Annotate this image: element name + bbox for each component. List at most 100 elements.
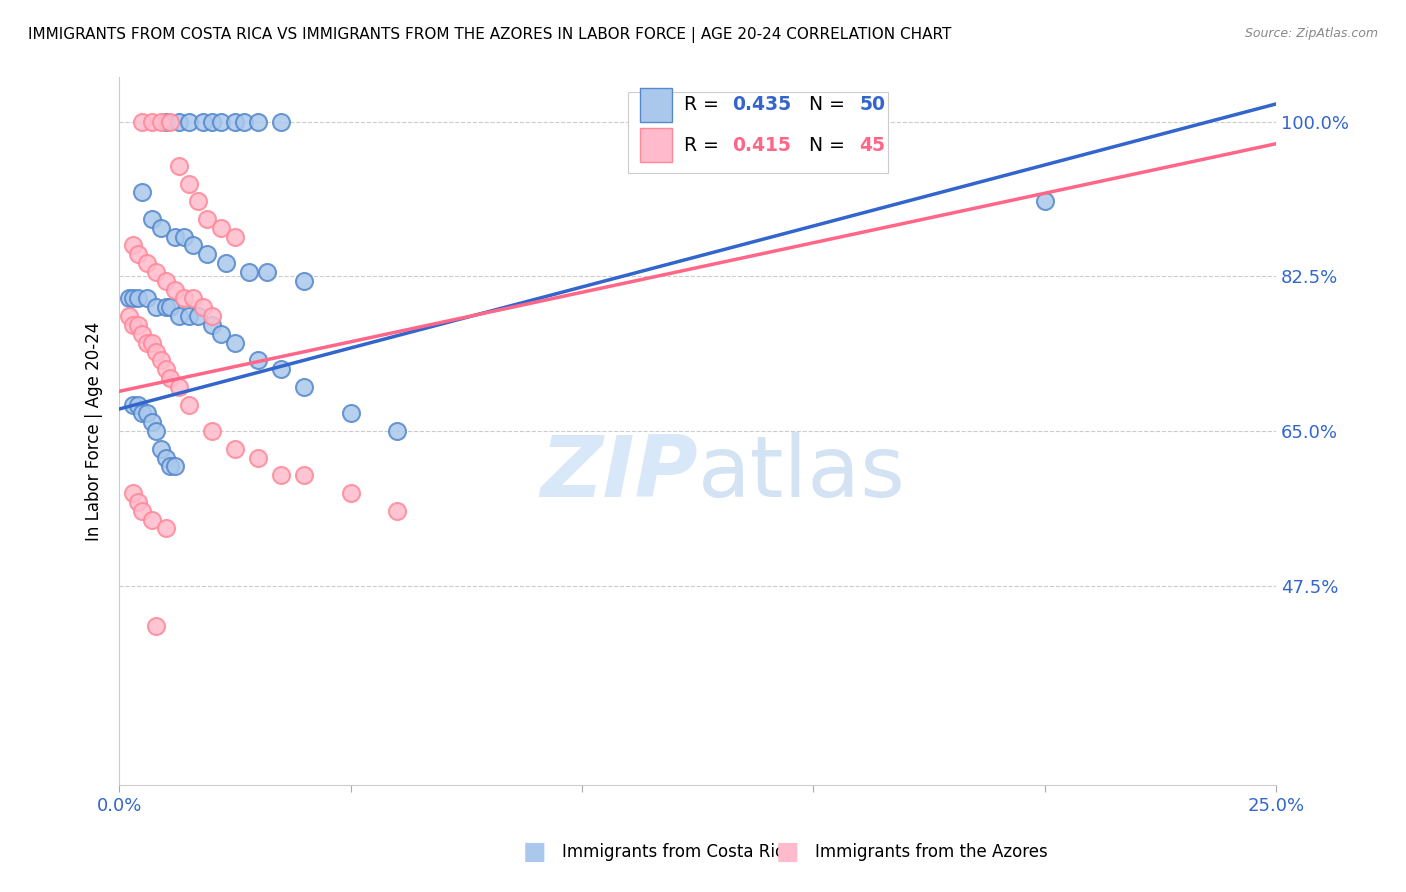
Point: [163, 229, 186, 244]
Point: [117, 292, 139, 306]
Point: [149, 353, 172, 368]
Point: [187, 194, 209, 209]
Point: [131, 114, 153, 128]
Point: [141, 512, 163, 526]
Point: [201, 424, 224, 438]
Point: [136, 256, 159, 270]
Point: [181, 292, 204, 306]
Point: [155, 114, 177, 128]
Text: ■: ■: [776, 840, 799, 863]
Point: [201, 309, 224, 323]
Point: [127, 495, 149, 509]
Point: [1033, 194, 1056, 209]
Point: [145, 424, 167, 438]
Point: [270, 114, 292, 128]
Text: R =: R =: [683, 136, 724, 155]
FancyBboxPatch shape: [628, 92, 889, 173]
Point: [177, 177, 200, 191]
Point: [145, 618, 167, 632]
Point: [191, 114, 214, 128]
Point: [256, 265, 278, 279]
Text: R =: R =: [683, 95, 724, 114]
Point: [127, 318, 149, 332]
Text: Immigrants from the Azores: Immigrants from the Azores: [815, 843, 1049, 861]
Point: [195, 211, 218, 226]
Point: [127, 292, 149, 306]
Y-axis label: In Labor Force | Age 20-24: In Labor Force | Age 20-24: [86, 321, 103, 541]
Point: [292, 274, 315, 288]
Point: [149, 442, 172, 456]
Point: [141, 114, 163, 128]
Text: 0.415: 0.415: [733, 136, 792, 155]
Text: Source: ZipAtlas.com: Source: ZipAtlas.com: [1244, 27, 1378, 40]
Point: [145, 344, 167, 359]
Point: [209, 326, 232, 341]
Point: [163, 459, 186, 474]
Point: [155, 301, 177, 315]
Point: [270, 362, 292, 376]
Point: [201, 114, 224, 128]
Point: [173, 229, 195, 244]
Point: [141, 211, 163, 226]
Text: 0.435: 0.435: [733, 95, 792, 114]
Text: 45: 45: [859, 136, 886, 155]
FancyBboxPatch shape: [640, 87, 672, 121]
Point: [224, 229, 246, 244]
Point: [270, 468, 292, 483]
Point: [136, 292, 159, 306]
Text: N =: N =: [797, 95, 851, 114]
Point: [177, 114, 200, 128]
Point: [173, 292, 195, 306]
Point: [187, 309, 209, 323]
Point: [145, 301, 167, 315]
Point: [247, 450, 270, 465]
Text: ■: ■: [523, 840, 546, 863]
Point: [155, 274, 177, 288]
Point: [201, 318, 224, 332]
Point: [122, 318, 145, 332]
Point: [169, 380, 191, 394]
Point: [195, 247, 218, 261]
Point: [117, 309, 139, 323]
Point: [131, 406, 153, 420]
Point: [149, 114, 172, 128]
Text: ZIP: ZIP: [540, 432, 697, 515]
Point: [233, 114, 256, 128]
Point: [181, 238, 204, 252]
Point: [169, 114, 191, 128]
Point: [127, 247, 149, 261]
Text: atlas: atlas: [697, 432, 905, 515]
Point: [131, 504, 153, 518]
Point: [339, 486, 361, 500]
Point: [141, 335, 163, 350]
Point: [238, 265, 260, 279]
Text: Immigrants from Costa Rica: Immigrants from Costa Rica: [562, 843, 794, 861]
Point: [292, 468, 315, 483]
Point: [122, 292, 145, 306]
Point: [159, 371, 181, 385]
Point: [155, 362, 177, 376]
Point: [177, 398, 200, 412]
Point: [224, 335, 246, 350]
Point: [385, 504, 408, 518]
Point: [122, 398, 145, 412]
Point: [169, 309, 191, 323]
Point: [159, 114, 181, 128]
Text: IMMIGRANTS FROM COSTA RICA VS IMMIGRANTS FROM THE AZORES IN LABOR FORCE | AGE 20: IMMIGRANTS FROM COSTA RICA VS IMMIGRANTS…: [28, 27, 952, 43]
Text: N =: N =: [797, 136, 851, 155]
Point: [191, 301, 214, 315]
Point: [131, 326, 153, 341]
Point: [215, 256, 238, 270]
Point: [209, 114, 232, 128]
Point: [145, 265, 167, 279]
Point: [224, 114, 246, 128]
Point: [122, 486, 145, 500]
Point: [127, 398, 149, 412]
FancyBboxPatch shape: [640, 128, 672, 162]
Point: [141, 415, 163, 429]
Point: [155, 521, 177, 535]
Point: [159, 301, 181, 315]
Point: [163, 283, 186, 297]
Point: [122, 238, 145, 252]
Point: [136, 406, 159, 420]
